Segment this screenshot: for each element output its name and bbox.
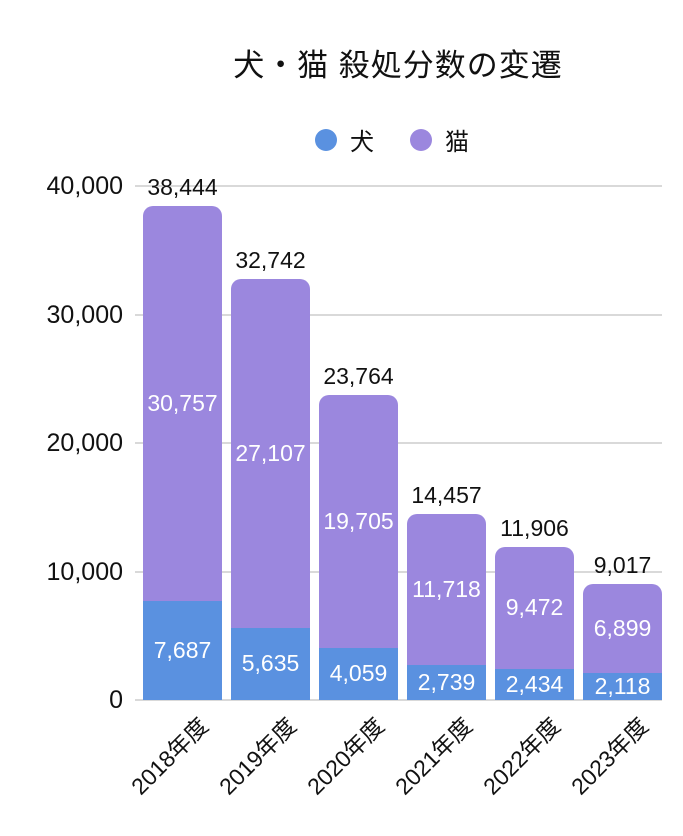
- segment-value-label-cat: 19,705: [323, 507, 394, 534]
- gridline: [135, 185, 662, 187]
- bar-column: 38,444 30,757 7,687: [143, 176, 222, 700]
- gridline: [135, 442, 662, 444]
- x-axis-tick-label: 2019年度: [214, 712, 302, 800]
- y-axis-tick-label: 40,000: [46, 172, 123, 200]
- bar-total-label: 9,017: [593, 552, 652, 579]
- bar-segment-cat: 6,899: [583, 584, 662, 673]
- legend-cat-label: 猫: [445, 129, 469, 156]
- y-axis-tick-label: 0: [109, 686, 123, 714]
- segment-value-label-dog: 2,434: [505, 670, 564, 697]
- bar-segment-cat: 9,472: [495, 547, 574, 669]
- chart-title: 犬・猫 殺処分数の変遷: [233, 48, 563, 83]
- segment-value-label-dog: 4,059: [329, 660, 388, 687]
- bar-total-label: 38,444: [147, 174, 218, 200]
- x-axis-tick-label: 2021年度: [390, 712, 478, 800]
- bar-segment-dog: 4,059: [319, 647, 398, 700]
- bar-segment-cat: 11,718: [407, 514, 486, 665]
- x-axis-tick-label: 2022年度: [478, 712, 566, 800]
- bar-segment-dog: 7,687: [143, 601, 222, 700]
- bar-segment-dog: 2,434: [495, 668, 574, 700]
- gridline: [135, 313, 662, 316]
- x-axis-tick-label: 2023年度: [566, 712, 654, 800]
- bar-segment-dog: 2,118: [583, 672, 662, 700]
- legend-item-dog: 犬: [315, 122, 374, 157]
- bar-column: 32,742 27,107 5,635: [231, 249, 310, 700]
- segment-value-label-cat: 11,718: [412, 576, 481, 603]
- bar-segment-dog: 2,739: [407, 664, 486, 700]
- bar-total-label: 32,742: [235, 247, 306, 274]
- segment-value-label-dog: 7,687: [153, 637, 212, 664]
- legend-item-cat: 猫: [410, 122, 469, 157]
- bar-segment-cat: 27,107: [231, 279, 310, 628]
- segment-value-label-dog: 5,635: [241, 650, 300, 677]
- bar-column: 9,017 6,899 2,118: [583, 554, 662, 700]
- bar-column: 23,764 19,705 4,059: [319, 364, 398, 700]
- segment-value-label-cat: 30,757: [147, 390, 218, 417]
- plot-area: 38,444 30,757 7,687 2018年度 32,742 27,107 5,635…: [126, 176, 662, 800]
- y-axis-tick-label: 10,000: [46, 557, 123, 586]
- legend-cat-dot: [410, 128, 432, 151]
- gridline: [135, 699, 662, 701]
- legend-dog-dot: [315, 128, 337, 151]
- x-axis-tick-label: 2020年度: [302, 712, 390, 800]
- x-axis-tick-label: 2018年度: [126, 712, 214, 800]
- segment-value-label-dog: 2,118: [594, 672, 651, 699]
- segment-value-label-cat: 9,472: [505, 594, 564, 621]
- bar-total-label: 23,764: [323, 362, 394, 389]
- gridline: [135, 570, 662, 573]
- y-axis-tick-label: 20,000: [46, 429, 123, 457]
- segment-value-label-cat: 6,899: [593, 614, 652, 641]
- bar-total-label: 11,906: [500, 515, 569, 542]
- legend-dog-label: 犬: [350, 129, 374, 156]
- legend: 犬 猫: [315, 122, 469, 157]
- bar-segment-cat: 19,705: [319, 394, 398, 648]
- y-axis-tick-label: 30,000: [46, 300, 123, 329]
- bar-segment-cat: 30,757: [143, 206, 222, 602]
- segment-value-label-dog: 2,739: [417, 668, 476, 695]
- bar-total-label: 14,457: [411, 482, 482, 509]
- bar-column: 11,906 9,472 2,434: [495, 517, 574, 700]
- segment-value-label-cat: 27,107: [235, 439, 306, 466]
- bar-segment-dog: 5,635: [231, 627, 310, 700]
- bar-column: 14,457 11,718 2,739: [407, 484, 486, 700]
